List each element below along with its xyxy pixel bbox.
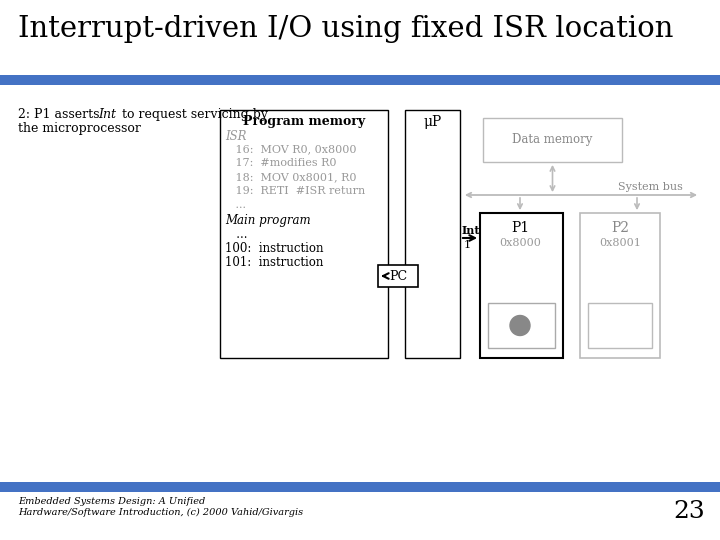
Text: 18:  MOV 0x8001, R0: 18: MOV 0x8001, R0 (225, 172, 356, 182)
Text: 0x8001: 0x8001 (599, 238, 641, 248)
Circle shape (510, 315, 530, 335)
Text: 2: P1 asserts: 2: P1 asserts (18, 108, 104, 121)
Text: 19:  RETI  #ISR return: 19: RETI #ISR return (225, 186, 365, 196)
Text: Embedded Systems Design: A Unified: Embedded Systems Design: A Unified (18, 497, 205, 506)
Text: to request servicing by: to request servicing by (118, 108, 268, 121)
Text: Program memory: Program memory (243, 115, 365, 128)
Bar (580, 213, 660, 358)
Text: Int: Int (462, 225, 480, 236)
Text: 100:  instruction: 100: instruction (225, 242, 323, 255)
Bar (220, 110, 388, 358)
Bar (0, 482, 720, 492)
Bar (488, 303, 555, 348)
Bar (0, 75, 720, 85)
Text: 17:  #modifies R0: 17: #modifies R0 (225, 158, 336, 168)
Text: Data memory: Data memory (513, 133, 593, 146)
Text: ...: ... (225, 228, 248, 241)
Bar (378, 265, 418, 287)
Text: 1: 1 (464, 240, 471, 250)
Text: Main program: Main program (225, 214, 310, 227)
Text: Hardware/Software Introduction, (c) 2000 Vahid/Givargis: Hardware/Software Introduction, (c) 2000… (18, 508, 303, 517)
Text: P2: P2 (611, 221, 629, 235)
Text: Interrupt-driven I/O using fixed ISR location: Interrupt-driven I/O using fixed ISR loc… (18, 15, 673, 43)
Bar (588, 303, 652, 348)
Text: μP: μP (423, 115, 441, 129)
Text: 0x8000: 0x8000 (499, 238, 541, 248)
Text: Int: Int (98, 108, 116, 121)
Bar (483, 118, 622, 162)
Bar (480, 213, 563, 358)
Text: 23: 23 (673, 500, 705, 523)
Bar (405, 110, 460, 358)
Text: ...: ... (225, 200, 246, 210)
Text: System bus: System bus (618, 182, 683, 192)
Text: the microprocessor: the microprocessor (18, 122, 141, 135)
Text: ISR: ISR (225, 130, 246, 143)
Text: 16:  MOV R0, 0x8000: 16: MOV R0, 0x8000 (225, 144, 356, 154)
Text: 101:  instruction: 101: instruction (225, 256, 323, 269)
Text: P1: P1 (511, 221, 529, 235)
Text: PC: PC (389, 269, 407, 282)
